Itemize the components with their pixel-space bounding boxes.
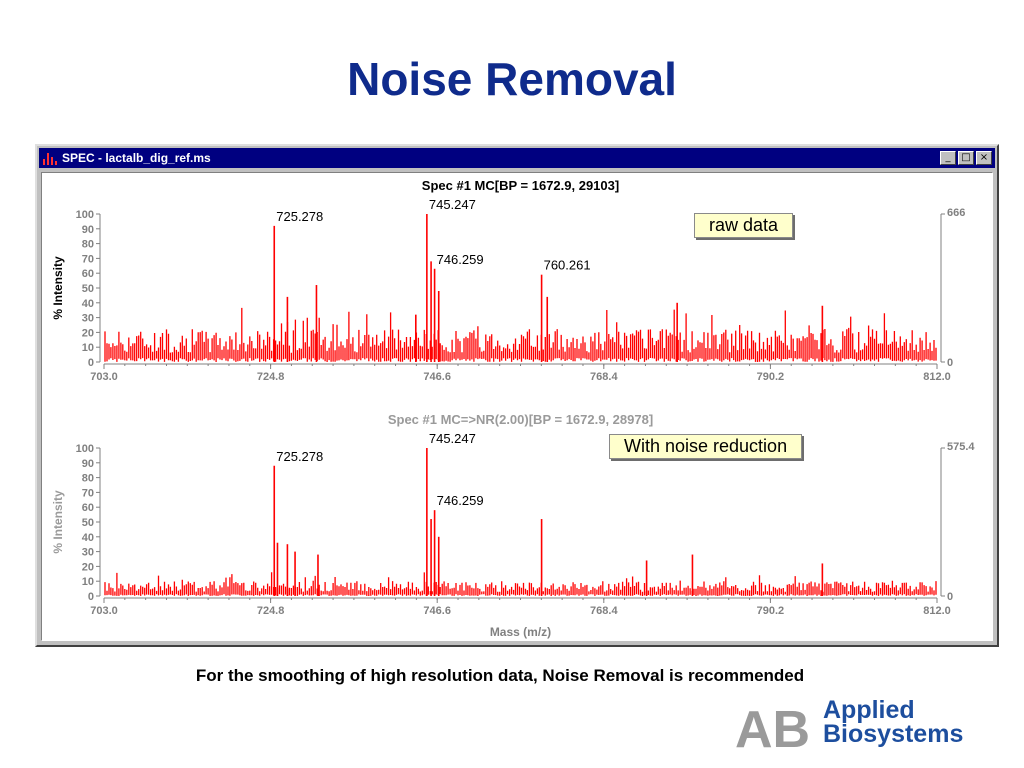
right-axis-max: 575.4 bbox=[947, 441, 975, 453]
spectrum-icon bbox=[42, 151, 58, 165]
close-icon[interactable]: × bbox=[976, 151, 992, 165]
x-tick-label: 724.8 bbox=[257, 371, 285, 383]
y-tick-label: 70 bbox=[82, 253, 94, 265]
y-tick-label: 50 bbox=[82, 517, 94, 529]
slide-title: Noise Removal bbox=[347, 53, 677, 105]
spectra-plots: Spec #1 MC[BP = 1672.9, 29103] 0 10 20 30 40 5… bbox=[51, 178, 975, 639]
y-tick-label: 0 bbox=[88, 591, 94, 603]
y-tick-label: 60 bbox=[82, 502, 94, 514]
y-tick-label: 80 bbox=[82, 239, 94, 251]
y-tick-label: 60 bbox=[82, 268, 94, 280]
applied-biosystems-logo: AB Applied Biosystems bbox=[735, 696, 980, 760]
y-tick-label: 30 bbox=[82, 313, 94, 325]
y-tick-label: 10 bbox=[82, 342, 94, 354]
y-tick-label: 40 bbox=[82, 298, 94, 310]
ab-logo-mark-text: AB bbox=[735, 701, 810, 752]
x-tick-label: 746.6 bbox=[423, 605, 451, 617]
y-axis-label: % Intensity bbox=[51, 490, 65, 554]
peak-label: 760.261 bbox=[544, 258, 591, 273]
right-axis-max: 666 bbox=[947, 207, 965, 219]
y-axis-label: % Intensity bbox=[51, 256, 65, 320]
chart-title: Spec #1 MC=>NR(2.00)[BP = 1672.9, 28978] bbox=[388, 412, 653, 427]
x-tick-label: 812.0 bbox=[923, 605, 951, 617]
minimize-icon[interactable]: _ bbox=[940, 151, 956, 165]
x-tick-label: 724.8 bbox=[257, 605, 285, 617]
peak-label: 746.259 bbox=[437, 493, 484, 508]
x-tick-label: 790.2 bbox=[757, 371, 785, 383]
y-tick-label: 40 bbox=[82, 532, 94, 544]
right-axis-min: 0 bbox=[947, 591, 953, 603]
y-tick-label: 80 bbox=[82, 473, 94, 485]
noise-trace bbox=[104, 572, 937, 596]
y-tick-label: 100 bbox=[76, 209, 94, 221]
y-tick-label: 20 bbox=[82, 561, 94, 573]
x-tick-label: 703.0 bbox=[90, 371, 118, 383]
y-tick-label: 90 bbox=[82, 224, 94, 236]
noise-reduction-callout: With noise reduction bbox=[609, 434, 803, 459]
y-tick-label: 0 bbox=[88, 357, 94, 369]
x-tick-label: 703.0 bbox=[90, 605, 118, 617]
window-titlebar[interactable]: SPEC - lactalb_dig_ref.ms _ □ × bbox=[39, 148, 995, 168]
spectrum-view[interactable]: Spec #1 MC[BP = 1672.9, 29103] 0 10 20 30 40 5… bbox=[41, 172, 993, 641]
slide-caption: For the smoothing of high resolution dat… bbox=[195, 666, 805, 685]
y-tick-label: 70 bbox=[82, 487, 94, 499]
spec-window[interactable]: SPEC - lactalb_dig_ref.ms _ □ × Spec #1 … bbox=[35, 144, 999, 647]
x-tick-label: 768.4 bbox=[590, 371, 618, 383]
y-tick-label: 10 bbox=[82, 576, 94, 588]
y-tick-label: 50 bbox=[82, 283, 94, 295]
y-tick-label: 30 bbox=[82, 547, 94, 559]
peak-label: 725.278 bbox=[276, 209, 323, 224]
peak-label: 725.278 bbox=[276, 449, 323, 464]
y-tick-label: 20 bbox=[82, 327, 94, 339]
y-tick-label: 100 bbox=[76, 443, 94, 455]
peak-label: 746.259 bbox=[437, 252, 484, 267]
x-tick-label: 812.0 bbox=[923, 371, 951, 383]
window-title: SPEC - lactalb_dig_ref.ms bbox=[62, 151, 211, 165]
logo-line-biosystems: Biosystems bbox=[823, 720, 964, 748]
raw-data-callout: raw data bbox=[694, 213, 794, 238]
chart-title: Spec #1 MC[BP = 1672.9, 29103] bbox=[422, 178, 619, 193]
noise-trace bbox=[104, 307, 937, 362]
y-tick-label: 90 bbox=[82, 458, 94, 470]
x-tick-label: 746.6 bbox=[423, 371, 451, 383]
ab-logo-mark: AB bbox=[735, 701, 810, 759]
right-axis-min: 0 bbox=[947, 357, 953, 369]
peak-label: 745.247 bbox=[429, 431, 476, 446]
logo-line-applied: Applied bbox=[823, 696, 915, 724]
x-axis-label: Mass (m/z) bbox=[490, 625, 551, 639]
maximize-icon[interactable]: □ bbox=[958, 151, 974, 165]
x-tick-label: 768.4 bbox=[590, 605, 618, 617]
peak-label: 745.247 bbox=[429, 197, 476, 212]
x-tick-label: 790.2 bbox=[757, 605, 785, 617]
